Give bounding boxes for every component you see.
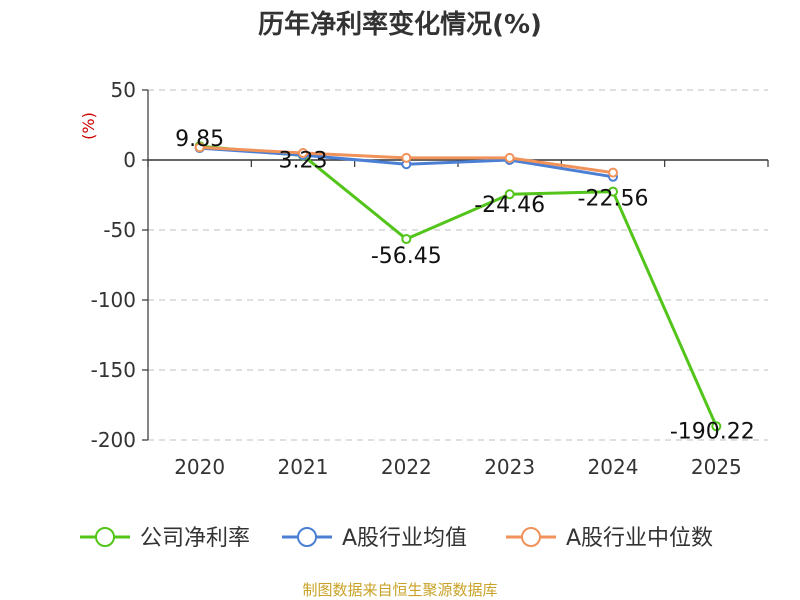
- data-label: -190.22: [670, 419, 755, 444]
- legend-label: A股行业均值: [342, 526, 467, 551]
- legend-swatch-marker: [95, 527, 115, 547]
- x-tick-label: 2021: [278, 455, 329, 479]
- legend-label: 公司净利率: [140, 526, 250, 551]
- data-source-note: 制图数据来自恒生聚源数据库: [302, 581, 498, 599]
- x-tick-label: 2024: [588, 455, 639, 479]
- chart-title: 历年净利率变化情况(%): [258, 10, 542, 40]
- x-tick-label: 2020: [174, 455, 225, 479]
- series-point-2: [608, 167, 618, 178]
- legend-label: A股行业中位数: [566, 526, 713, 551]
- series-point-2: [401, 152, 412, 163]
- data-label: 9.85: [175, 127, 224, 152]
- series-point-0: [401, 234, 412, 245]
- x-tick-label: 2022: [381, 455, 432, 479]
- y-tick-label: 0: [123, 148, 136, 172]
- y-tick-label: -100: [91, 288, 136, 312]
- y-tick-label: 50: [111, 78, 136, 102]
- x-tick-label: 2025: [691, 455, 742, 479]
- data-label: -22.56: [578, 187, 649, 212]
- y-tick-label: -200: [91, 428, 136, 452]
- data-label: -56.45: [371, 244, 442, 269]
- series-point-0: [711, 421, 722, 432]
- series-point-2: [298, 148, 308, 158]
- series-point-2: [194, 142, 205, 153]
- series-point-0: [504, 189, 515, 200]
- data-label: 3.23: [279, 148, 328, 173]
- series-point-2: [504, 152, 515, 163]
- data-label: -24.46: [474, 193, 545, 218]
- y-axis-unit-label: (%): [79, 112, 98, 140]
- y-tick-label: -50: [103, 218, 136, 242]
- legend-swatch-marker: [521, 527, 541, 547]
- x-tick-label: 2023: [484, 455, 535, 479]
- legend-swatch-marker: [297, 527, 317, 547]
- y-tick-label: -150: [91, 358, 136, 382]
- series-point-0: [608, 186, 618, 197]
